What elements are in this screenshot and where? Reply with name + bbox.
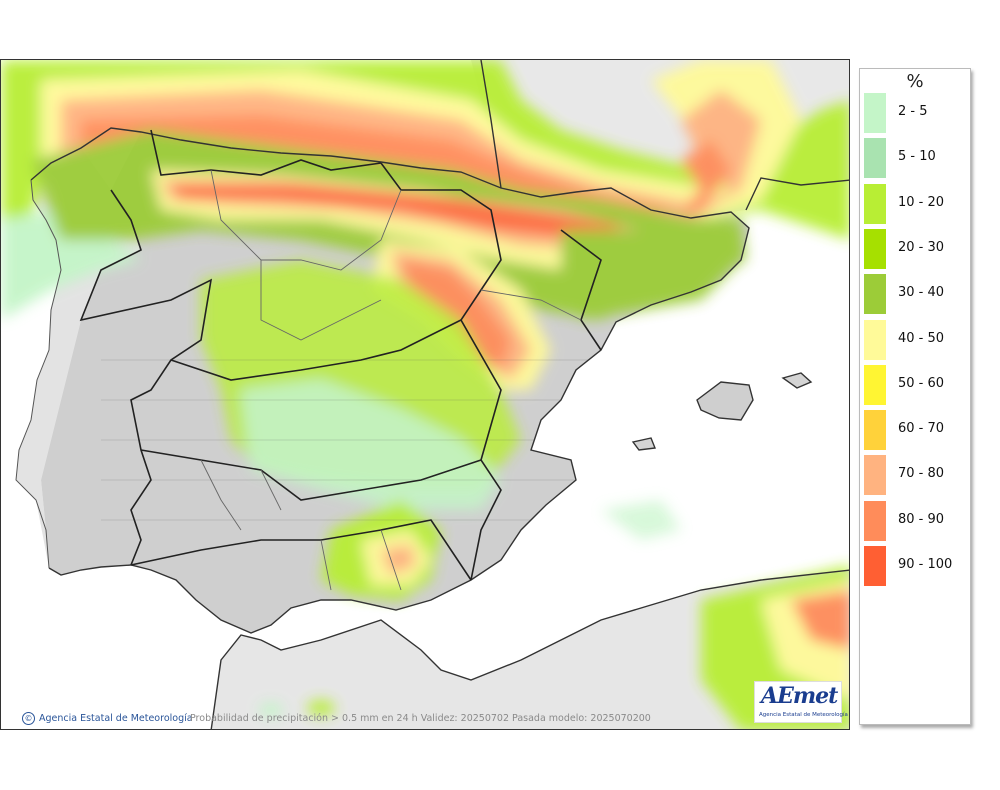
logo-subtitle: Agencia Estatal de Meteorología xyxy=(759,712,848,718)
legend-swatch xyxy=(864,319,886,360)
legend-label: 60 - 70 xyxy=(898,421,945,437)
legend-label: 2 - 5 xyxy=(898,104,928,119)
legend-label: 90 - 100 xyxy=(898,557,953,572)
legend-item: 30 - 40 xyxy=(864,274,968,315)
agency-credit: © Agencia Estatal de Meteorología xyxy=(22,712,193,725)
legend-label: 5 - 10 xyxy=(898,149,936,165)
agency-credit-text: Agencia Estatal de Meteorología xyxy=(39,713,193,724)
legend-label: 80 - 90 xyxy=(898,511,945,527)
legend-label: 20 - 30 xyxy=(898,239,945,255)
legend-item: 2 - 5 xyxy=(864,93,968,133)
legend-label: 40 - 50 xyxy=(898,330,945,346)
legend-title: % xyxy=(906,71,924,92)
legend-swatch xyxy=(864,228,886,269)
legend-label: 10 - 20 xyxy=(898,194,945,210)
legend-swatch xyxy=(864,455,886,496)
legend-swatch xyxy=(864,546,886,586)
legend-item: 50 - 60 xyxy=(864,364,968,405)
legend-panel: % 2 - 5 5 - 10 10 - 20 20 - 30 30 - 40 40 - 5… xyxy=(859,68,971,725)
legend-swatch xyxy=(864,364,886,405)
legend-swatch xyxy=(864,500,886,541)
logo-word: AEmet xyxy=(761,683,838,709)
legend-label: 50 - 60 xyxy=(898,375,945,391)
aemet-logo: AEmet Agencia Estatal de Meteorología xyxy=(754,681,848,723)
legend-label: 30 - 40 xyxy=(898,285,945,301)
legend-item: 40 - 50 xyxy=(864,319,968,360)
legend-item: 5 - 10 xyxy=(864,138,968,179)
legend-item: 60 - 70 xyxy=(864,410,968,451)
legend-item: 80 - 90 xyxy=(864,500,968,541)
legend-item: 70 - 80 xyxy=(864,455,968,496)
legend-item: 20 - 30 xyxy=(864,228,968,269)
legend-swatch xyxy=(864,93,886,133)
legend-swatch xyxy=(864,274,886,315)
legend-swatch xyxy=(864,138,886,179)
precipitation-probability-map xyxy=(0,59,850,730)
map-caption: Probabilidad de precipitación > 0.5 mm e… xyxy=(190,713,651,724)
legend-label: 70 - 80 xyxy=(898,466,945,482)
legend-swatch xyxy=(864,410,886,451)
legend-swatch xyxy=(864,183,886,224)
legend-item: 90 - 100 xyxy=(864,546,968,586)
copyright-icon: © xyxy=(22,712,35,725)
legend-item: 10 - 20 xyxy=(864,183,968,224)
